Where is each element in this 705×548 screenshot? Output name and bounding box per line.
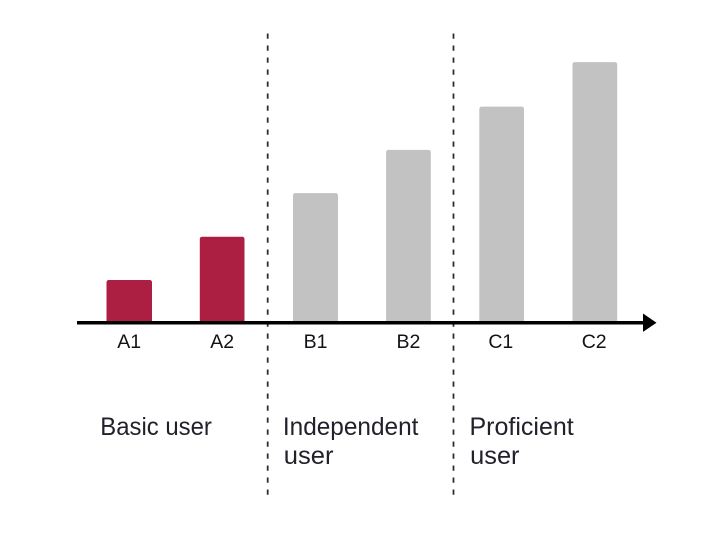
svg-text:Proficient: Proficient <box>470 413 574 441</box>
svg-text:Independent: Independent <box>283 413 419 441</box>
svg-text:user: user <box>470 442 519 470</box>
svg-text:B2: B2 <box>396 331 420 353</box>
svg-text:C2: C2 <box>582 331 607 353</box>
svg-text:B1: B1 <box>304 331 328 353</box>
svg-text:Basic user: Basic user <box>100 413 212 441</box>
svg-text:user: user <box>284 442 334 470</box>
svg-text:A1: A1 <box>117 331 141 353</box>
svg-text:A2: A2 <box>210 331 234 353</box>
svg-text:C1: C1 <box>488 331 513 353</box>
